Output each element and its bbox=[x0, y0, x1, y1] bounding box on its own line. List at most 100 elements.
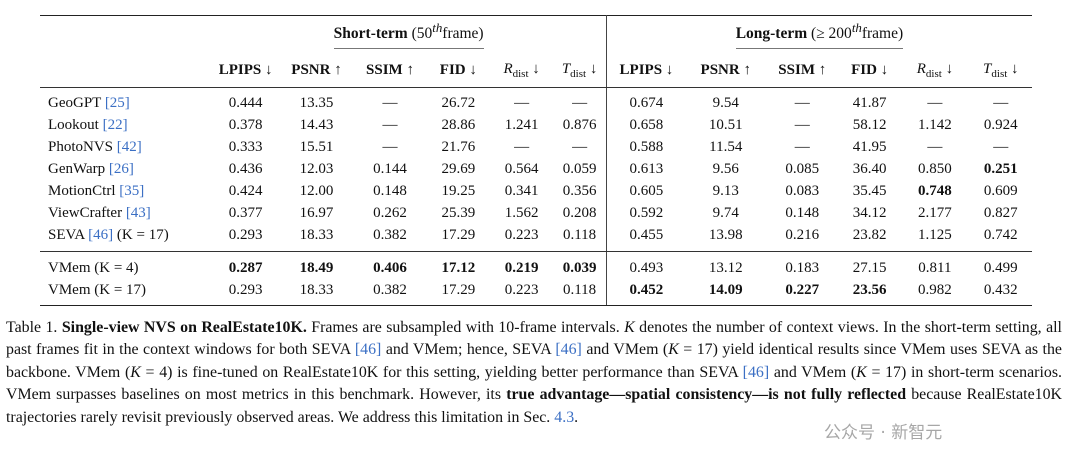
table-cell: — bbox=[927, 138, 943, 155]
table-cell: 0.424 bbox=[228, 182, 263, 199]
citation-link[interactable]: [46] bbox=[354, 341, 382, 359]
table-cell: 14.43 bbox=[299, 116, 334, 133]
section-link[interactable]: 4.3 bbox=[554, 408, 575, 426]
table-cell: 0.223 bbox=[504, 281, 539, 298]
group-short-paren: (50 bbox=[411, 25, 433, 43]
citation-link[interactable]: [42] bbox=[116, 138, 142, 155]
table-cell: 9.13 bbox=[712, 182, 739, 199]
table-cell: 0.605 bbox=[605, 180, 686, 202]
table-cell: — bbox=[993, 94, 1009, 111]
group-long-label: Long-term bbox=[735, 25, 808, 43]
citation-link[interactable]: [46] bbox=[88, 226, 114, 243]
table-row: GeoGPT [25] 0.444 13.35 — 26.72 — — 0.674 9.54 — 4… bbox=[40, 87, 1032, 114]
table-cell: 0.499 bbox=[983, 259, 1018, 276]
table-cell: 0.742 bbox=[969, 224, 1032, 252]
table-cell: 16.97 bbox=[299, 204, 334, 221]
table-bottom-rule bbox=[40, 305, 1032, 306]
table-cell: 41.87 bbox=[852, 94, 887, 111]
column-header: PSNR ↑ bbox=[279, 54, 354, 88]
table-cell: 0.436 bbox=[228, 160, 263, 177]
watermark: 公众号 · 新智元 bbox=[824, 423, 943, 443]
caption-k: K bbox=[130, 363, 141, 381]
table-cell: 9.54 bbox=[712, 94, 739, 111]
method-name: Lookout [22] bbox=[48, 116, 128, 133]
table-top-rule bbox=[40, 15, 1032, 16]
table-cell: 0.356 bbox=[562, 182, 597, 199]
table-cell: 26.72 bbox=[441, 94, 476, 111]
column-header: LPIPS ↓ bbox=[605, 54, 686, 88]
table-cell: 18.49 bbox=[299, 259, 334, 276]
table-cell: 21.76 bbox=[441, 138, 476, 155]
group-short-label: Short-term bbox=[333, 25, 408, 43]
table-cell: 35.45 bbox=[852, 182, 887, 199]
table-row: Lookout [22] 0.378 14.43 — 28.86 1.241 0.876 0.… bbox=[40, 114, 1032, 136]
table-row: VMem (K = 17) 0.293 18.33 0.382 17.29 0.223 0.… bbox=[40, 279, 1032, 305]
column-header: LPIPS ↓ bbox=[211, 54, 280, 88]
citation-link[interactable]: [26] bbox=[108, 160, 134, 177]
citation-link[interactable]: [46] bbox=[742, 363, 770, 381]
table-cell: 0.262 bbox=[373, 204, 407, 221]
table-cell: 0.592 bbox=[605, 202, 686, 224]
table-cell: 9.56 bbox=[712, 160, 739, 177]
table-cell: 10.51 bbox=[708, 116, 743, 133]
column-header: Tdist ↓ bbox=[553, 54, 607, 88]
caption-text: and VMem ( bbox=[773, 363, 857, 381]
table-cell: 0.148 bbox=[785, 204, 820, 221]
caption-label: Table 1. bbox=[6, 319, 58, 336]
method-name: PhotoNVS [42] bbox=[48, 138, 142, 155]
caption-text: and VMem ( bbox=[586, 341, 669, 359]
caption-title: Single-view NVS on RealEstate10K. bbox=[61, 319, 307, 336]
table-cell: 18.33 bbox=[279, 224, 354, 252]
citation-link[interactable]: [25] bbox=[104, 94, 130, 111]
caption-k: K bbox=[856, 363, 867, 381]
citation-link[interactable]: [46] bbox=[555, 341, 582, 359]
table-cell: — bbox=[794, 94, 810, 111]
table-cell: 0.293 bbox=[211, 224, 280, 252]
table-cell: — bbox=[382, 94, 398, 111]
table-cell: 0.216 bbox=[765, 224, 839, 252]
table-cell: 12.03 bbox=[299, 160, 334, 177]
table-cell: 1.125 bbox=[900, 224, 970, 252]
group-short-sup: th bbox=[432, 19, 443, 35]
table-cell: 0.378 bbox=[228, 116, 263, 133]
column-header: SSIM ↑ bbox=[353, 54, 427, 88]
group-header-short-term: Short-term (50thframe) bbox=[211, 15, 606, 54]
table-cell: — bbox=[514, 94, 530, 111]
group-long-paren: (≥ 200 bbox=[811, 25, 852, 43]
table-cell: — bbox=[382, 116, 398, 133]
table-cell: 36.40 bbox=[852, 160, 887, 177]
column-header: FID ↓ bbox=[839, 54, 901, 88]
table-row: GenWarp [26] 0.436 12.03 0.144 29.69 0.564 0.0… bbox=[40, 158, 1032, 180]
column-header: Rdist ↓ bbox=[489, 54, 554, 88]
table-cell: 13.98 bbox=[685, 224, 766, 252]
table-cell: — bbox=[514, 138, 530, 155]
table-caption: Table 1. Single-view NVS on RealEstate10… bbox=[6, 317, 1062, 429]
caption-text: = 17) yield identical results since VMem… bbox=[6, 341, 1062, 381]
table-cell: — bbox=[794, 116, 810, 133]
group-long-end: frame) bbox=[861, 25, 904, 43]
table-cell: 0.118 bbox=[553, 224, 607, 252]
table-cell: 0.219 bbox=[504, 259, 539, 276]
column-header: SSIM ↑ bbox=[765, 54, 839, 88]
caption-text: = 17) in short-term scenarios. VMem surp… bbox=[6, 363, 1062, 404]
citation-link[interactable]: [35] bbox=[119, 182, 145, 199]
table-cell: — bbox=[382, 138, 398, 155]
table-cell: 27.15 bbox=[852, 259, 887, 276]
table-cell: 0.059 bbox=[562, 160, 597, 177]
column-header: FID ↓ bbox=[426, 54, 490, 88]
table-cell: — bbox=[993, 138, 1009, 155]
table-cell: 0.493 bbox=[605, 251, 686, 279]
table-row: VMem (K = 4) 0.287 18.49 0.406 17.12 0.219 0.0… bbox=[40, 251, 1032, 279]
table-cell: 0.382 bbox=[353, 224, 427, 252]
table-cell: 9.74 bbox=[712, 204, 739, 221]
table-cell: 0.227 bbox=[785, 281, 820, 298]
table-cell: 0.588 bbox=[605, 136, 686, 158]
citation-link[interactable]: [22] bbox=[102, 116, 128, 133]
table-row: SEVA [46] (K = 17) 0.293 18.33 0.382 17.29 0.… bbox=[40, 224, 1032, 252]
table-cell: 0.208 bbox=[562, 204, 597, 221]
citation-link[interactable]: [43] bbox=[125, 204, 151, 221]
table-cell: 1.142 bbox=[918, 116, 952, 133]
table-cell: 28.86 bbox=[441, 116, 476, 133]
table-cell: 0.432 bbox=[983, 281, 1018, 298]
table-cell: — bbox=[572, 94, 588, 111]
